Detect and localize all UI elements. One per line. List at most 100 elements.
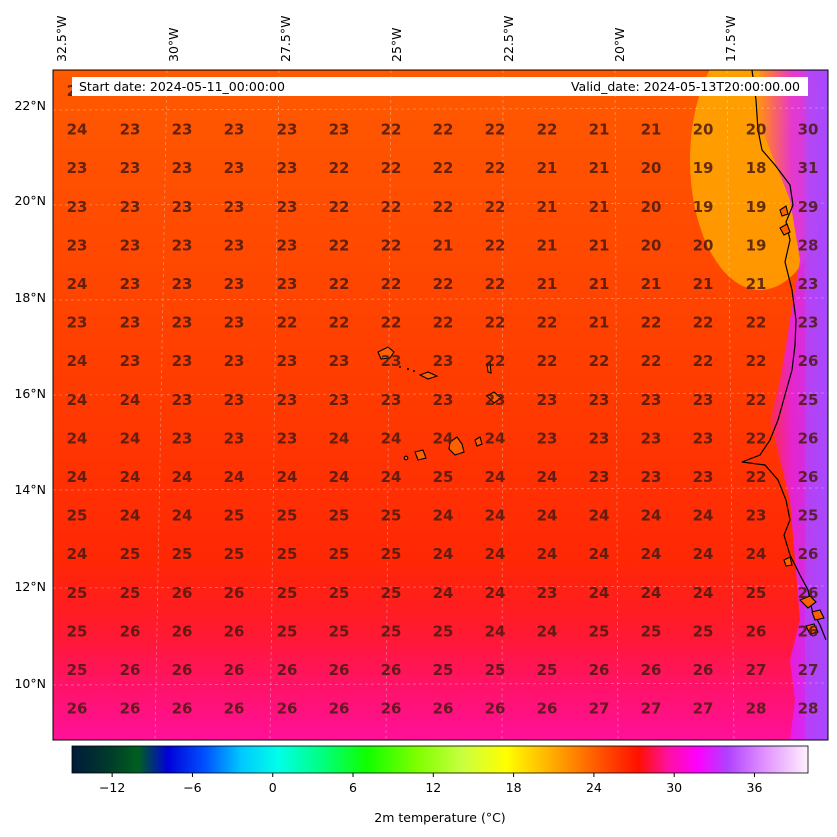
- temperature-value-grid: 24 24 23 23 23 23 23 23 22 22 22 21 20 18 24 23 23 23 23 23…: [67, 82, 819, 718]
- colorbar-tick-label: 12: [425, 780, 441, 795]
- grid-value: 24: [277, 468, 298, 486]
- grid-value: 24: [329, 429, 350, 447]
- grid-value: 22: [381, 121, 402, 139]
- grid-value: 25: [120, 584, 141, 602]
- grid-value: 22: [537, 121, 558, 139]
- grid-value: 24: [485, 507, 506, 525]
- grid-value: 25: [224, 507, 245, 525]
- grid-value: 23: [641, 391, 662, 409]
- grid-value: 23: [224, 391, 245, 409]
- grid-value: 25: [433, 622, 454, 640]
- grid-value: 22: [746, 468, 767, 486]
- grid-value: 18: [746, 159, 767, 177]
- grid-value: 22: [433, 314, 454, 332]
- grid-value: 22: [277, 314, 298, 332]
- land-hot-edge: [805, 70, 828, 740]
- grid-value: 21: [589, 159, 610, 177]
- grid-value: 27: [641, 700, 662, 718]
- map-frame: [52, 69, 829, 741]
- grid-value: 23: [120, 159, 141, 177]
- grid-value: 26: [381, 700, 402, 718]
- grid-value: 22: [746, 391, 767, 409]
- grid-value: 23: [172, 314, 193, 332]
- grid-value: 19: [693, 159, 714, 177]
- grid-value: 24: [433, 584, 454, 602]
- grid-value: 22: [485, 159, 506, 177]
- grid-value: 22: [641, 352, 662, 370]
- grid-value: 21: [537, 159, 558, 177]
- grid-value: 24: [485, 622, 506, 640]
- grid-value: 22: [641, 314, 662, 332]
- grid-value: 24: [537, 622, 558, 640]
- grid-value: 25: [277, 545, 298, 563]
- grid-value: 22: [746, 314, 767, 332]
- grid-value: 23: [172, 159, 193, 177]
- longitude-label: 30°W: [166, 27, 181, 62]
- grid-value: 24: [172, 507, 193, 525]
- grid-value: 25: [381, 584, 402, 602]
- grid-value: 22: [485, 352, 506, 370]
- grid-value: 23: [172, 198, 193, 216]
- grid-value: 23: [172, 121, 193, 139]
- grid-value: 23: [381, 352, 402, 370]
- grid-value: 23: [277, 352, 298, 370]
- grid-value: 26: [693, 661, 714, 679]
- longitude-label: 17.5°W: [723, 16, 738, 62]
- grid-value: 19: [746, 236, 767, 254]
- grid-value: 25: [329, 545, 350, 563]
- grid-value: 23: [641, 429, 662, 447]
- grid-value: 21: [589, 314, 610, 332]
- latitude-label: 12°N: [14, 579, 46, 594]
- grid-value: 23: [120, 236, 141, 254]
- grid-value: 24: [693, 507, 714, 525]
- grid-value: 23: [120, 198, 141, 216]
- grid-value: 23: [224, 429, 245, 447]
- grid-value: 24: [589, 545, 610, 563]
- grid-value: 21: [641, 121, 662, 139]
- grid-value: 21: [589, 121, 610, 139]
- grid-value: 23: [537, 429, 558, 447]
- grid-value: 26: [485, 700, 506, 718]
- grid-value: 24: [485, 584, 506, 602]
- grid-value: 25: [329, 584, 350, 602]
- grid-value: 23: [381, 391, 402, 409]
- grid-value: 26: [798, 429, 819, 447]
- colorbar-tick-label: −12: [99, 780, 125, 795]
- grid-value: 21: [589, 275, 610, 293]
- grid-value: 25: [798, 391, 819, 409]
- grid-value: 26: [798, 622, 819, 640]
- grid-value: 22: [485, 121, 506, 139]
- grid-value: 22: [329, 314, 350, 332]
- grid-value: 24: [485, 468, 506, 486]
- colorbar-tick-label: 30: [666, 780, 682, 795]
- grid-value: 23: [537, 391, 558, 409]
- grid-value: 22: [433, 121, 454, 139]
- grid-value: 25: [693, 622, 714, 640]
- grid-value: 25: [172, 545, 193, 563]
- grid-value: 23: [172, 391, 193, 409]
- grid-value: 21: [589, 198, 610, 216]
- grid-value: 23: [67, 159, 88, 177]
- grid-value: 24: [485, 429, 506, 447]
- grid-value: 25: [277, 584, 298, 602]
- grid-value: 26: [277, 700, 298, 718]
- grid-value: 22: [537, 352, 558, 370]
- grid-value: 25: [277, 622, 298, 640]
- grid-value: 24: [67, 275, 88, 293]
- grid-value: 26: [172, 661, 193, 679]
- grid-value: 24: [641, 584, 662, 602]
- grid-value: 23: [67, 236, 88, 254]
- grid-value: 27: [589, 700, 610, 718]
- grid-value: 22: [537, 314, 558, 332]
- grid-value: 24: [120, 429, 141, 447]
- grid-value: 23: [589, 429, 610, 447]
- grid-value: 21: [537, 275, 558, 293]
- grid-value: 25: [381, 507, 402, 525]
- start-date-label: Start date: 2024-05-11_00:00:00: [79, 79, 285, 94]
- grid-value: 28: [746, 700, 767, 718]
- grid-value: 24: [172, 468, 193, 486]
- grid-value: 24: [485, 545, 506, 563]
- grid-value: 20: [746, 121, 767, 139]
- grid-value: 24: [641, 507, 662, 525]
- grid-value: 23: [224, 198, 245, 216]
